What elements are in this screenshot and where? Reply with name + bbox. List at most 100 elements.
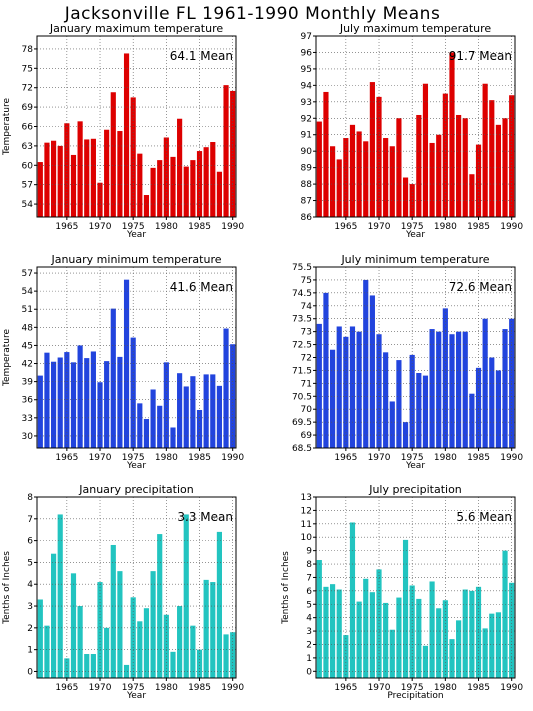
x-tick-label: 1985: [467, 453, 490, 463]
bar-1966: [70, 573, 77, 678]
bar-1977: [422, 83, 429, 217]
bar-1989: [223, 634, 229, 678]
bar-1974: [402, 177, 409, 217]
mean-label: 41.6 Mean: [170, 280, 233, 294]
x-tick-label: 1965: [334, 222, 357, 232]
y-tick-label: 10: [301, 533, 313, 543]
bar-1982: [456, 114, 462, 217]
bar-1981: [449, 334, 455, 448]
bar-1983: [462, 589, 468, 678]
bar-1973: [117, 571, 123, 678]
bar-1973: [117, 356, 123, 448]
bar-1982: [456, 620, 462, 678]
y-axis-label: Temperature: [2, 98, 12, 156]
y-tick-label: 4: [306, 614, 312, 624]
bar-1973: [396, 360, 402, 448]
bar-1984: [469, 174, 475, 217]
bar-1961: [316, 323, 322, 448]
x-tick-label: 1965: [334, 683, 357, 693]
x-tick-label: 1985: [188, 453, 211, 463]
x-tick-label: 1980: [155, 222, 178, 232]
bar-1989: [223, 85, 229, 217]
y-tick-label: 90: [301, 147, 313, 157]
bar-1974: [402, 539, 409, 678]
y-tick-label: 60: [22, 161, 34, 171]
bar-1969: [90, 654, 96, 678]
mean-label: 3.3 Mean: [177, 510, 233, 524]
bar-1975: [130, 97, 136, 217]
y-tick-label: 9: [306, 547, 312, 557]
bar-1976: [416, 598, 422, 678]
y-tick-label: 75: [22, 64, 33, 74]
bar-1974: [123, 279, 130, 448]
y-axis-label: Tenths of Inches: [2, 551, 12, 625]
bar-1963: [330, 584, 336, 678]
x-axis-label: Year: [126, 461, 146, 471]
bar-1972: [389, 629, 395, 678]
y-tick-label: 69.5: [292, 418, 312, 428]
bar-1964: [336, 589, 342, 678]
bar-1967: [356, 331, 362, 448]
bar-1977: [143, 195, 150, 217]
bar-1979: [436, 608, 442, 678]
bar-1963: [51, 140, 57, 217]
y-tick-label: 1: [306, 654, 312, 664]
x-tick-label: 1970: [89, 453, 112, 463]
bar-1990: [509, 582, 515, 678]
x-tick-label: 1965: [334, 453, 357, 463]
bar-1977: [143, 608, 150, 678]
y-tick-label: 7: [306, 573, 312, 583]
y-tick-label: 33: [22, 414, 33, 424]
bar-1976: [416, 373, 422, 448]
x-tick-label: 1970: [89, 222, 112, 232]
bar-1990: [230, 632, 236, 678]
plot-frame: [315, 496, 516, 679]
bar-1982: [456, 331, 462, 448]
bar-1977: [422, 645, 429, 678]
x-tick-label: 1980: [434, 683, 457, 693]
bar-1988: [216, 171, 222, 217]
y-tick-label: 73.5: [292, 315, 312, 325]
bar-1983: [183, 166, 189, 217]
bar-1962: [44, 352, 50, 448]
y-tick-label: 71: [301, 379, 312, 389]
bar-1969: [90, 351, 96, 448]
bar-1972: [110, 308, 116, 448]
x-tick-label: 1985: [188, 683, 211, 693]
chart-title: January precipitation: [78, 483, 194, 496]
y-tick-label: 92: [301, 114, 312, 124]
y-tick-label: 42: [22, 360, 33, 370]
x-tick-label: 1975: [401, 222, 424, 232]
y-tick-label: 36: [22, 396, 34, 406]
bar-1984: [190, 160, 196, 217]
bar-1979: [157, 405, 163, 448]
y-tick-label: 6: [306, 587, 312, 597]
bar-1961: [37, 599, 43, 678]
bar-1968: [363, 141, 369, 217]
bar-1988: [216, 531, 222, 678]
bar-1984: [469, 393, 475, 448]
chart-title: January minimum temperature: [50, 253, 221, 266]
bar-1984: [190, 376, 196, 448]
bar-1974: [402, 422, 409, 448]
bar-1987: [210, 582, 216, 678]
bar-1983: [462, 331, 468, 448]
x-axis-label: Year: [405, 461, 425, 471]
bar-1971: [104, 129, 110, 217]
bar-1971: [104, 361, 110, 448]
bar-1983: [183, 514, 189, 678]
mean-label: 64.1 Mean: [170, 49, 233, 63]
bar-1972: [389, 401, 395, 448]
bar-1978: [150, 571, 156, 678]
bar-1979: [436, 134, 442, 217]
chart-title: July minimum temperature: [340, 253, 489, 266]
y-tick-label: 45: [22, 341, 33, 351]
y-tick-label: 11: [301, 520, 312, 530]
bar-1981: [170, 427, 176, 448]
bar-1988: [216, 385, 222, 448]
page-title: Jacksonville FL 1961-1990 Monthly Means: [64, 4, 441, 24]
y-tick-label: 94: [301, 81, 313, 91]
y-tick-label: 70.5: [292, 392, 312, 402]
